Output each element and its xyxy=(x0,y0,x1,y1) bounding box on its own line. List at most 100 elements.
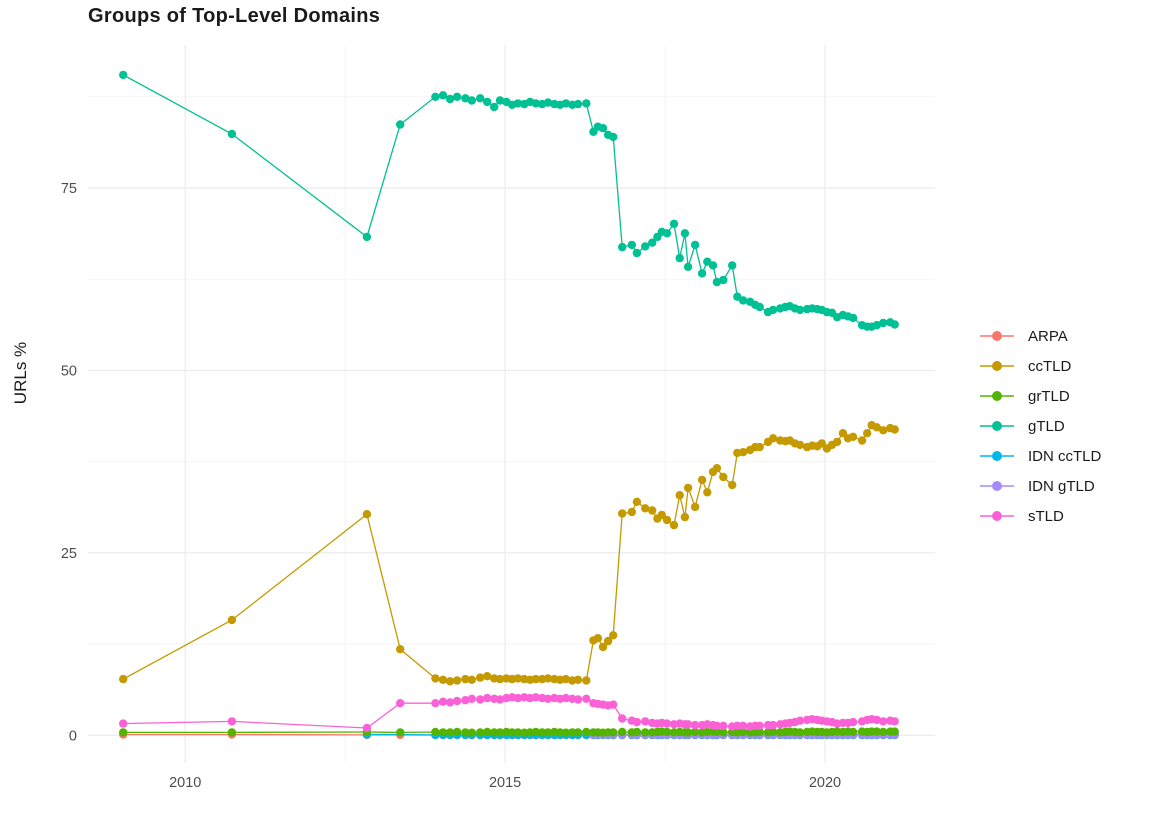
data-point-gtld xyxy=(561,99,571,108)
data-point-gtld xyxy=(712,277,722,287)
data-point-grtld xyxy=(738,727,748,737)
data-point-cctld xyxy=(598,642,608,652)
data-point-stld xyxy=(662,719,672,728)
data-point-cctld xyxy=(573,675,583,684)
data-point-gtld xyxy=(662,229,672,238)
data-point-gtld xyxy=(438,91,448,100)
y-tick-label: 50 xyxy=(61,363,77,379)
legend-label: grTLD xyxy=(1028,387,1070,405)
data-point-gtld xyxy=(609,132,618,142)
data-point-gtld xyxy=(573,99,583,109)
data-point-stld xyxy=(573,695,583,704)
series-gtld xyxy=(119,70,899,331)
legend-key-icon xyxy=(980,421,1014,431)
data-point-cctld xyxy=(531,674,540,684)
legend-label: gTLD xyxy=(1028,417,1065,435)
legend-label: IDN gTLD xyxy=(1028,477,1095,495)
data-point-stld xyxy=(362,723,372,733)
data-point-grtld xyxy=(467,728,476,737)
data-point-stld xyxy=(712,721,722,730)
data-point-stld xyxy=(438,697,448,706)
y-tick-label: 75 xyxy=(61,181,77,197)
data-point-gtld xyxy=(431,92,440,102)
data-point-gtld xyxy=(490,102,499,112)
data-point-cctld xyxy=(879,426,888,435)
legend-label: ccTLD xyxy=(1028,357,1072,375)
data-point-grtld xyxy=(662,727,672,737)
data-point-gtld xyxy=(755,302,764,312)
data-point-cctld xyxy=(627,507,636,517)
data-point-grtld xyxy=(495,728,505,737)
legend-item-cctld: ccTLD xyxy=(978,351,1101,381)
data-point-gtld xyxy=(618,242,627,252)
data-point-gtld xyxy=(627,240,636,250)
legend-item-stld: sTLD xyxy=(978,501,1101,531)
legend-label: sTLD xyxy=(1028,507,1064,525)
x-tick-label: 2020 xyxy=(809,775,841,791)
data-point-gtld xyxy=(719,275,728,285)
data-point-grtld xyxy=(227,728,237,737)
legend-label: IDN ccTLD xyxy=(1028,447,1102,465)
data-point-stld xyxy=(738,721,748,730)
data-point-cctld xyxy=(362,510,372,519)
data-point-cctld xyxy=(618,509,627,518)
chart-title: Groups of Top-Level Domains xyxy=(88,5,381,27)
data-point-grtld xyxy=(690,727,700,737)
data-point-stld xyxy=(733,721,742,730)
data-point-cctld xyxy=(438,675,448,684)
data-point-stld xyxy=(513,693,523,703)
data-point-stld xyxy=(495,695,505,704)
data-point-gtld xyxy=(768,305,778,315)
data-point-cctld xyxy=(703,488,712,497)
data-point-stld xyxy=(848,717,858,727)
data-point-grtld xyxy=(582,727,591,737)
data-point-cctld xyxy=(832,437,842,447)
data-point-cctld xyxy=(697,475,707,485)
data-point-grtld xyxy=(768,727,778,737)
legend-item-idn-cctld: IDN ccTLD xyxy=(978,441,1101,471)
data-point-gtld xyxy=(445,94,455,104)
data-point-grtld xyxy=(438,728,448,737)
data-point-gtld xyxy=(648,238,657,247)
data-point-cctld xyxy=(476,673,485,682)
data-point-stld xyxy=(431,699,440,708)
data-point-grtld xyxy=(890,727,899,736)
data-point-cctld xyxy=(227,615,237,625)
data-point-grtld xyxy=(872,727,881,736)
series-stld xyxy=(119,693,899,733)
y-tick-label: 0 xyxy=(69,728,77,744)
data-point-stld xyxy=(632,717,642,727)
data-point-cctld xyxy=(582,676,591,685)
data-point-cctld xyxy=(543,674,553,683)
data-point-grtld xyxy=(538,728,547,737)
data-point-cctld xyxy=(657,510,666,520)
data-point-cctld xyxy=(728,480,737,490)
legend-item-gtld: gTLD xyxy=(978,411,1101,441)
data-point-grtld xyxy=(543,728,553,737)
data-point-cctld xyxy=(768,434,778,443)
data-point-grtld xyxy=(483,727,492,737)
data-point-stld xyxy=(879,717,888,726)
data-point-grtld xyxy=(476,728,485,737)
legend-key-icon xyxy=(980,511,1014,521)
data-point-gtld xyxy=(683,262,693,271)
data-point-gtld xyxy=(513,99,523,108)
data-point-grtld xyxy=(848,727,858,737)
series-grtld xyxy=(119,727,899,737)
data-point-gtld xyxy=(598,124,608,133)
data-point-gtld xyxy=(728,261,737,270)
data-point-cctld xyxy=(467,675,476,684)
data-point-gtld xyxy=(632,248,642,258)
data-point-cctld xyxy=(609,631,618,640)
legend-key-icon xyxy=(980,391,1014,401)
data-point-grtld xyxy=(531,727,540,737)
data-point-cctld xyxy=(632,497,642,506)
series-cctld xyxy=(119,421,899,686)
data-point-gtld xyxy=(227,129,237,139)
data-point-gtld xyxy=(879,318,888,328)
data-point-cctld xyxy=(593,634,603,643)
data-point-stld xyxy=(119,719,128,728)
legend-key-icon xyxy=(980,481,1014,491)
data-point-stld xyxy=(476,695,485,704)
data-point-cctld xyxy=(872,423,881,432)
